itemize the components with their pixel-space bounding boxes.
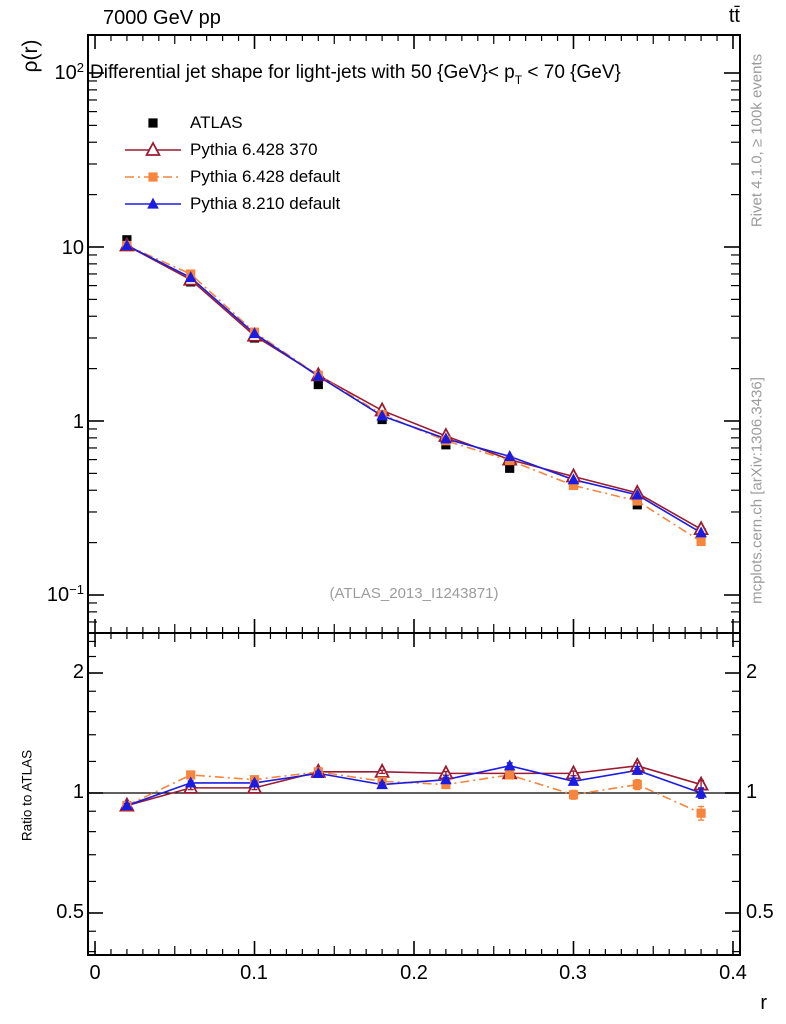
process-label: tt̄ xyxy=(728,5,740,27)
plot-title-sub: T xyxy=(514,73,523,87)
legend-item: Pythia 6.428 370 xyxy=(124,136,340,163)
legend-label: ATLAS xyxy=(190,112,243,132)
xtick-0p1: 0.1 xyxy=(240,962,268,984)
xtick-0: 0 xyxy=(89,962,101,984)
series-pythia-6-428-default xyxy=(122,240,706,818)
plot-title-pre: Differential jet shape for light-jets wi… xyxy=(90,62,515,83)
mcplots-note: mcplots.cern.ch [arXiv:1306.3436] xyxy=(748,377,766,604)
legend-label: Pythia 6.428 370 xyxy=(190,139,318,159)
plot-title-post: < 70 {GeV} xyxy=(522,62,621,83)
rivet-version-note: Rivet 4.1.0, ≥ 100k events xyxy=(748,53,766,228)
square-filled-legend-icon xyxy=(148,117,158,128)
ytick-label-0p1: 10−1 xyxy=(46,582,84,606)
ratio-ytick-right-0p5: 0.5 xyxy=(746,901,774,923)
y-axis-label: ρ(r) xyxy=(19,39,42,73)
ratio-ytick-left-2: 2 xyxy=(72,661,84,683)
series-pythia-8-210-default xyxy=(121,239,707,811)
ytick-label-10: 10 xyxy=(61,237,84,259)
ratio-ytick-left-0p5: 0.5 xyxy=(56,901,84,923)
series-pythia-6-428-370 xyxy=(119,236,709,812)
triangle-filled-legend-icon xyxy=(125,197,181,209)
watermark: (ATLAS_2013_I1243871) xyxy=(329,585,499,602)
xtick-0p4: 0.4 xyxy=(719,962,747,984)
legend-item: Pythia 6.428 default xyxy=(124,163,340,190)
legend-item: ATLAS xyxy=(124,109,340,136)
legend: ATLAS Pythia 6.428 370 Pythia 6.428 defaul… xyxy=(124,109,340,217)
ratio-ytick-right-1: 1 xyxy=(746,781,758,803)
triangle-open-legend-icon xyxy=(125,140,181,156)
beam-energy-label: 7000 GeV pp xyxy=(103,7,221,29)
xtick-0p3: 0.3 xyxy=(559,962,587,984)
xtick-0p2: 0.2 xyxy=(400,962,428,984)
ratio-ytick-right-2: 2 xyxy=(746,661,758,683)
ytick-label-1: 1 xyxy=(72,411,84,433)
x-axis-label: r xyxy=(760,992,767,1014)
square-filled-legend-icon xyxy=(125,171,181,182)
legend-item: Pythia 8.210 default xyxy=(124,190,340,217)
ytick-label-100: 102 xyxy=(54,60,84,84)
legend-label: Pythia 8.210 default xyxy=(190,193,341,213)
ratio-ytick-left-1: 1 xyxy=(72,781,84,803)
legend-label: Pythia 6.428 default xyxy=(190,166,341,186)
plot-title: Differential jet shape for light-jets wi… xyxy=(90,62,621,87)
series-atlas xyxy=(122,235,706,538)
